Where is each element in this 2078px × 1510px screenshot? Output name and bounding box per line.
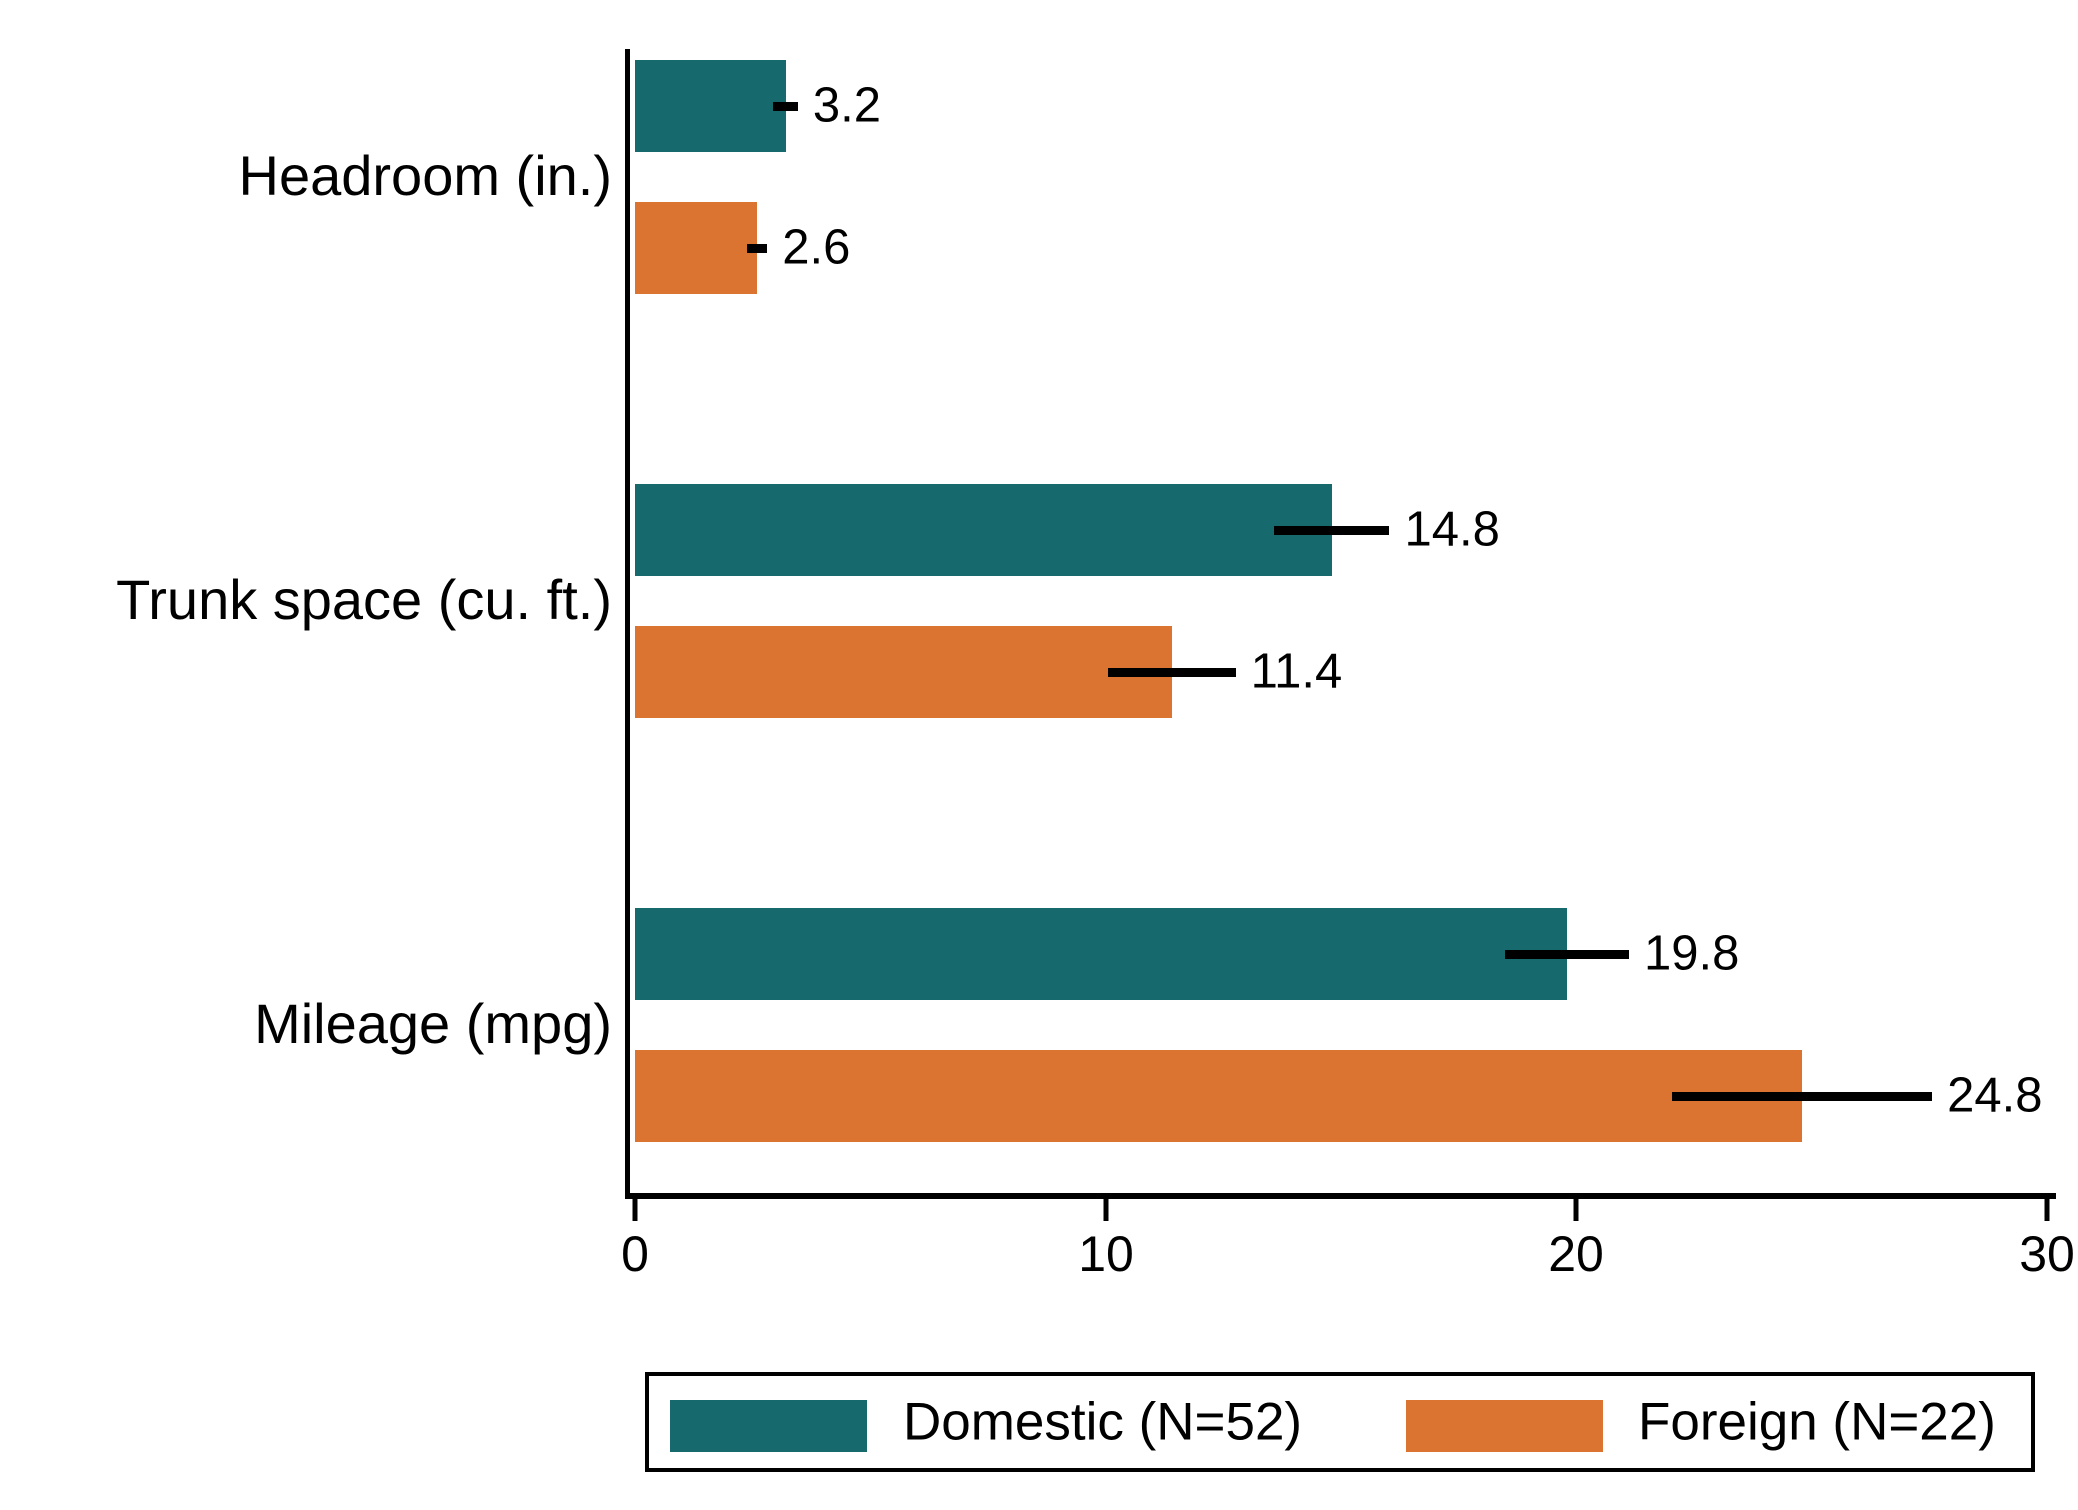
legend-swatch-domestic — [670, 1400, 867, 1452]
x-axis-tick — [2044, 1199, 2050, 1221]
y-axis-line — [625, 49, 630, 1197]
value-label-s0-c1: 14.8 — [1404, 502, 1500, 557]
legend-swatch-foreign — [1406, 1400, 1603, 1452]
error-bar-s1-c2 — [1672, 1091, 1933, 1101]
bar-s1-c0 — [635, 202, 758, 294]
bar-s0-c1 — [635, 484, 1332, 576]
x-axis-tick — [1573, 1199, 1579, 1221]
error-bar-s1-c0 — [747, 243, 768, 253]
error-bar-s0-c2 — [1504, 949, 1630, 959]
error-bar-s1-c1 — [1107, 667, 1236, 677]
value-label-s0-c2: 19.8 — [1644, 926, 1740, 981]
bar-s0-c2 — [635, 908, 1567, 1000]
category-label-mileage: Mileage (mpg) — [254, 991, 612, 1055]
x-tick-label: 0 — [621, 1226, 649, 1282]
bar-s1-c2 — [635, 1050, 1803, 1142]
error-bar-s0-c0 — [773, 101, 798, 111]
category-label-trunk-space: Trunk space (cu. ft.) — [116, 567, 612, 631]
value-label-s1-c2: 24.8 — [1947, 1068, 2043, 1123]
x-tick-label: 10 — [1078, 1226, 1134, 1282]
value-label-s0-c0: 3.2 — [812, 78, 881, 133]
x-tick-label: 20 — [1548, 1226, 1604, 1282]
error-bar-s0-c1 — [1273, 525, 1390, 535]
x-axis-tick — [1103, 1199, 1109, 1221]
x-axis-line — [625, 1193, 2056, 1199]
category-label-headroom: Headroom (in.) — [238, 143, 612, 207]
x-axis-tick — [632, 1199, 638, 1221]
x-tick-label: 30 — [2019, 1226, 2075, 1282]
legend: Domestic (N=52) Foreign (N=22) — [645, 1372, 2035, 1472]
legend-label-foreign: Foreign (N=22) — [1638, 1392, 1996, 1452]
legend-label-domestic: Domestic (N=52) — [903, 1392, 1303, 1452]
bar-s0-c0 — [635, 60, 786, 152]
bar-s1-c1 — [635, 626, 1172, 718]
value-label-s1-c0: 2.6 — [782, 220, 851, 275]
value-label-s1-c1: 11.4 — [1250, 644, 1343, 699]
